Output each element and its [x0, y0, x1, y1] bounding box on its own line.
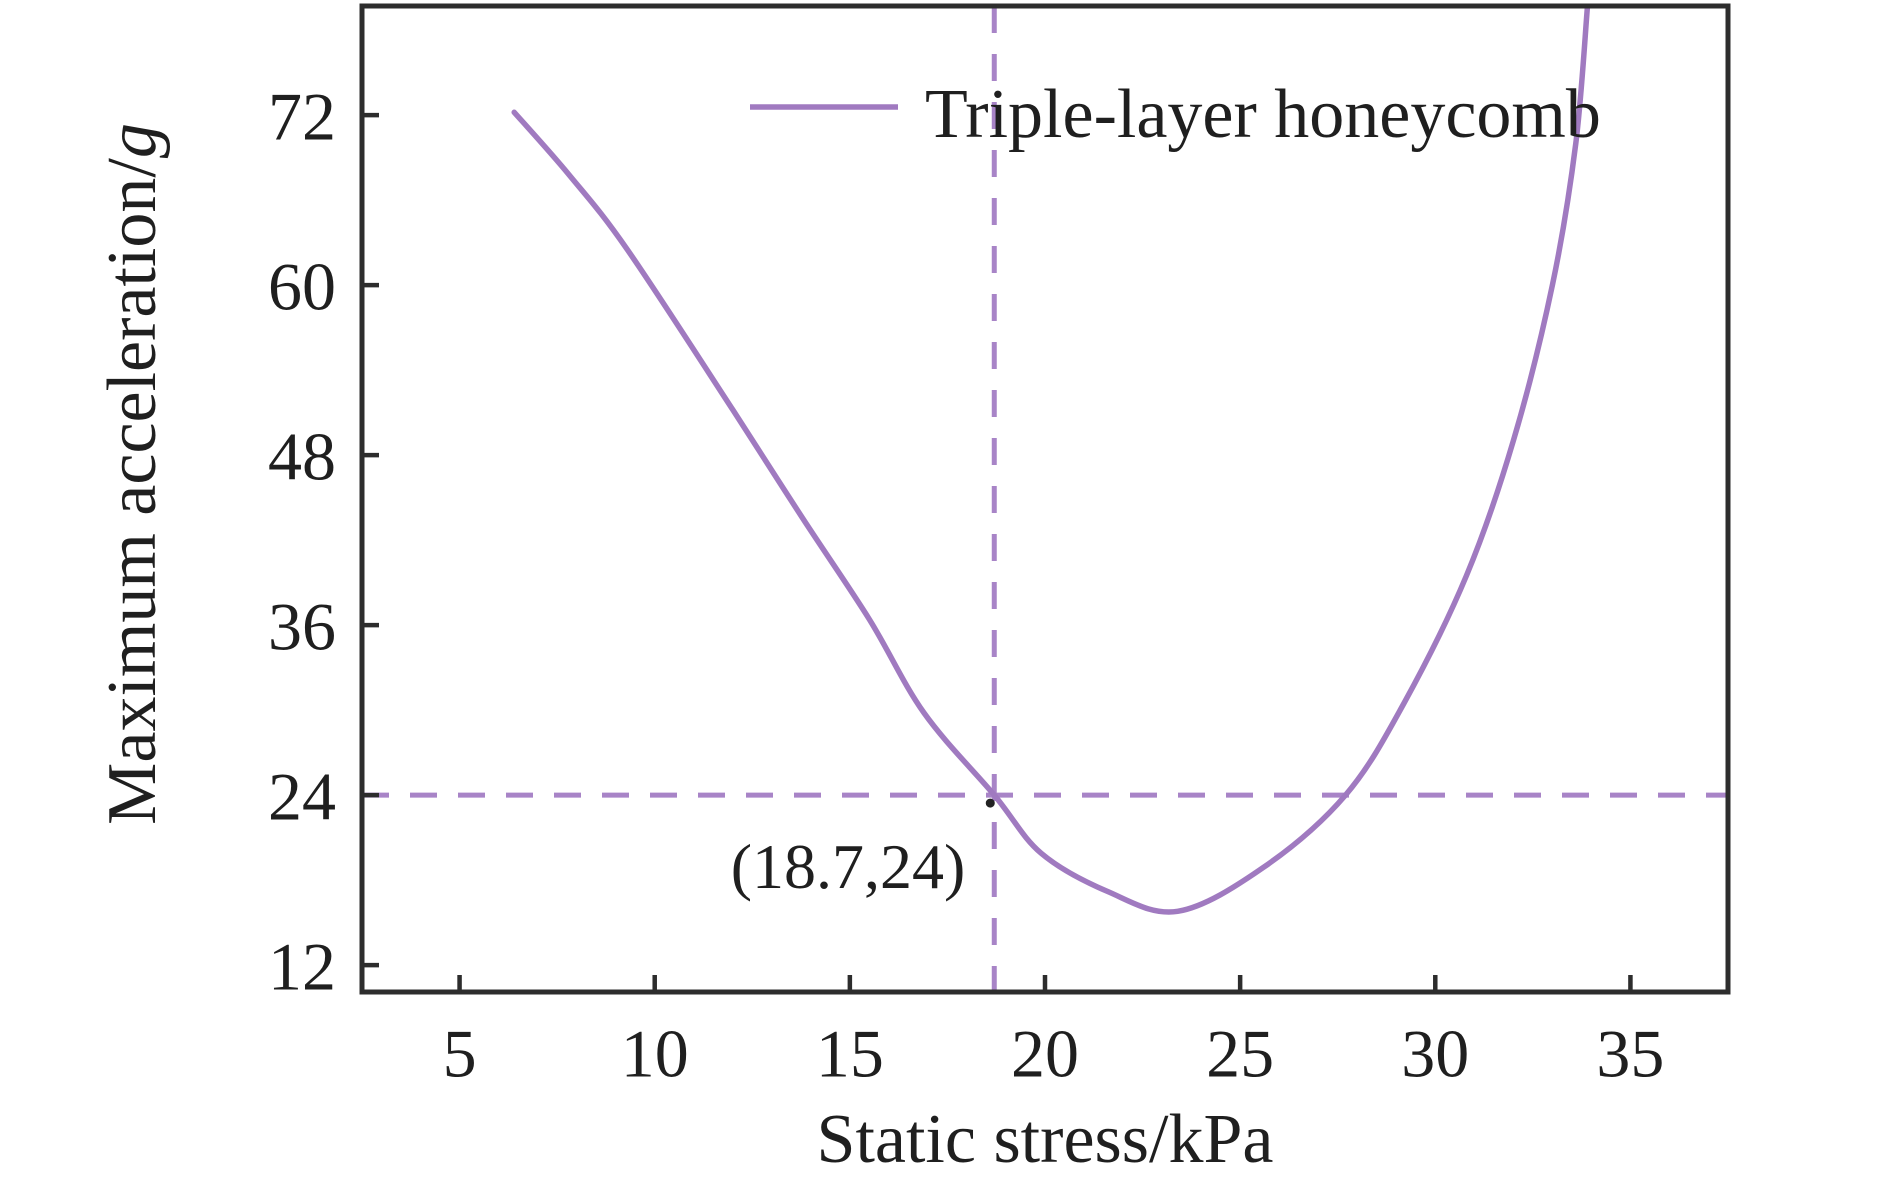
- x-tick-label: 15: [816, 1015, 884, 1091]
- legend: Triple-layer honeycomb: [750, 76, 1601, 153]
- y-tick-label: 48: [268, 419, 336, 495]
- marker-point-dot: [985, 798, 995, 808]
- x-tick-label: 10: [621, 1015, 689, 1091]
- x-tick-label: 25: [1206, 1015, 1274, 1091]
- y-axis-title-main: Maximum acceleration/: [94, 158, 171, 825]
- series-curve-triple-layer-honeycomb: [511, 6, 1591, 915]
- reference-dashed-lines: [362, 6, 1728, 992]
- y-axis-tick-labels: 12 24 36 48 60 72: [268, 79, 336, 1005]
- y-tick-label: 12: [268, 929, 336, 1005]
- y-tick-label: 60: [268, 249, 336, 325]
- x-tick-label: 20: [1011, 1015, 1079, 1091]
- y-tick-label: 72: [268, 79, 336, 155]
- y-axis-title-unit-italic: g: [94, 123, 171, 158]
- x-tick-label: 5: [443, 1015, 477, 1091]
- y-tick-label: 36: [268, 589, 336, 665]
- x-axis-tick-labels: 5 10 15 20 25 30 35: [443, 1015, 1665, 1091]
- y-axis-title: Maximum acceleration/g: [94, 123, 171, 825]
- legend-label: Triple-layer honeycomb: [925, 76, 1601, 153]
- plot-frame: [359, 3, 1731, 995]
- x-tick-label: 35: [1596, 1015, 1664, 1091]
- x-axis-ticks: [457, 975, 1633, 992]
- y-axis-ticks: [362, 112, 379, 968]
- point-annotation: (18.7,24): [731, 831, 966, 902]
- x-tick-label: 30: [1401, 1015, 1469, 1091]
- y-tick-label: 24: [268, 759, 336, 835]
- x-axis-title: Static stress/kPa: [817, 1101, 1274, 1178]
